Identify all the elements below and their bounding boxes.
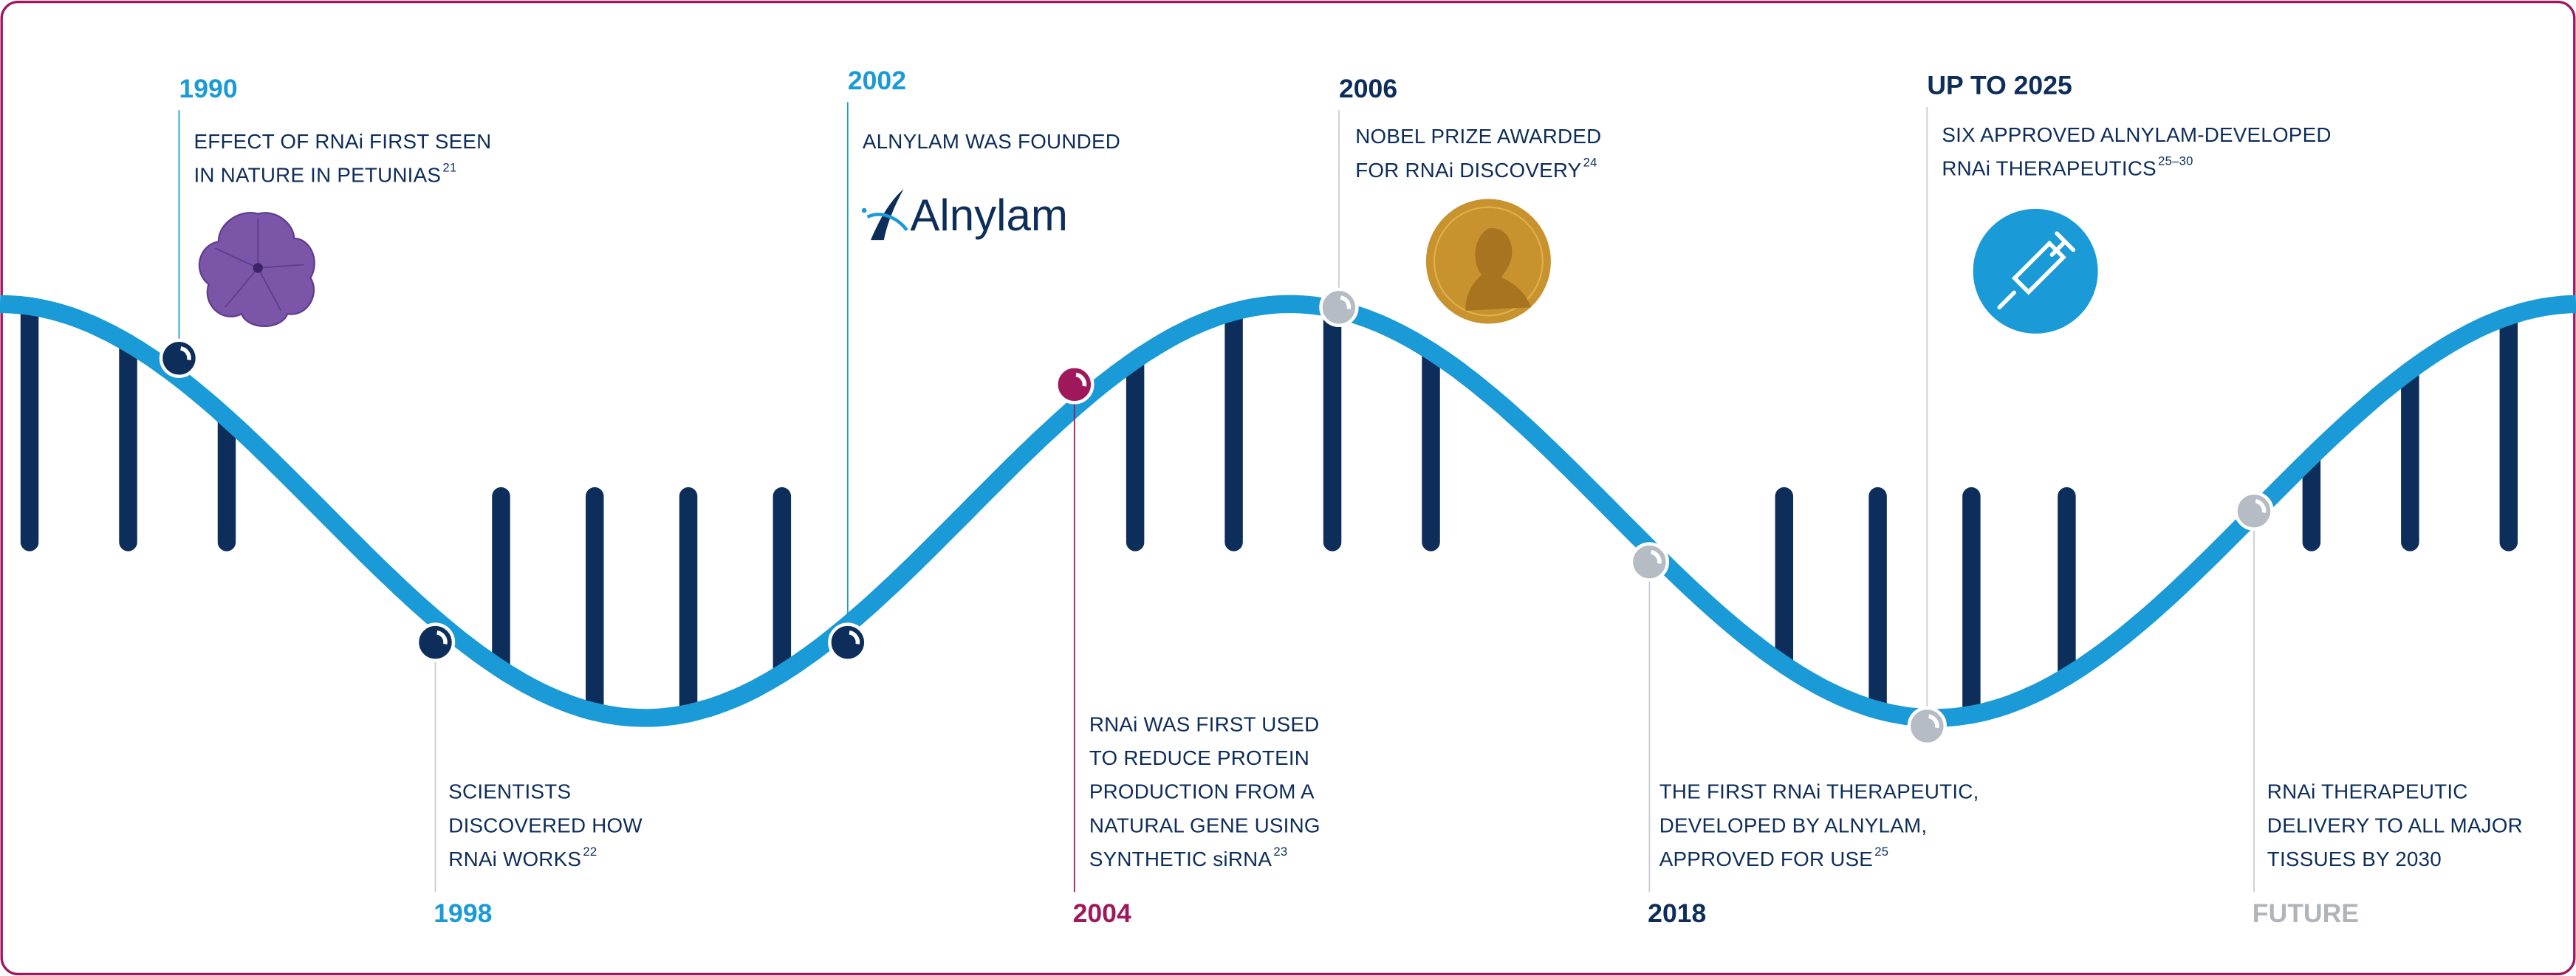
event-year: 2006 bbox=[1339, 74, 1397, 103]
event-text: DISCOVERED HOW bbox=[448, 814, 643, 837]
event-text-line: TO REDUCE PROTEIN bbox=[1089, 746, 1309, 769]
event-text-line: SYNTHETIC siRNA bbox=[1089, 848, 1272, 870]
event-text-line: DISCOVERED HOW bbox=[448, 814, 643, 837]
logo-text: Alnylam bbox=[910, 190, 1068, 240]
event-text: TO REDUCE PROTEIN bbox=[1089, 746, 1309, 769]
event-text-line: EFFECT OF RNAi FIRST SEEN bbox=[193, 130, 491, 153]
event-text-line: ALNYLAM WAS FOUNDED bbox=[863, 130, 1120, 153]
footnote-ref: 25 bbox=[1874, 845, 1888, 859]
dot-highlight bbox=[436, 630, 448, 645]
event-text-line: SIX APPROVED ALNYLAM-DEVELOPED bbox=[1942, 123, 2331, 146]
event-text-line: SCIENTISTS bbox=[448, 780, 571, 803]
dot-highlight bbox=[1650, 550, 1662, 564]
event-text-line: NATURAL GENE USING bbox=[1089, 814, 1320, 837]
dot-highlight bbox=[849, 630, 860, 645]
event-dot bbox=[2234, 491, 2274, 531]
event-year: 2002 bbox=[848, 66, 906, 95]
event-year: FUTURE bbox=[2253, 898, 2359, 928]
wave bbox=[0, 295, 2576, 727]
event-year: 1990 bbox=[179, 74, 237, 103]
event-text: IN NATURE IN PETUNIAS 21 bbox=[193, 161, 456, 187]
event-text: RNAi THERAPEUTICS 25–30 bbox=[1942, 154, 2193, 180]
footnote-ref: 25–30 bbox=[2158, 154, 2193, 168]
event-text: THE FIRST RNAi THERAPEUTIC, bbox=[1659, 780, 1979, 803]
event-text: PRODUCTION FROM A bbox=[1089, 780, 1315, 803]
event-text-line: DELIVERY TO ALL MAJOR bbox=[2267, 814, 2523, 837]
event-text: TISSUES BY 2030 bbox=[2267, 848, 2442, 870]
event-text: RNAi WORKS 22 bbox=[448, 845, 597, 870]
event-text-line: PRODUCTION FROM A bbox=[1089, 780, 1315, 803]
event-text-line: RNAi THERAPEUTIC bbox=[2267, 780, 2468, 803]
event-text: RNAi THERAPEUTIC bbox=[2267, 780, 2468, 803]
event-dot bbox=[159, 338, 199, 378]
event-text-line: RNAi WORKS bbox=[448, 848, 581, 870]
event-text: SIX APPROVED ALNYLAM-DEVELOPED bbox=[1942, 123, 2331, 146]
medal-icon bbox=[1425, 199, 1551, 324]
event-text: DELIVERY TO ALL MAJOR bbox=[2267, 814, 2523, 837]
event-dot bbox=[1629, 542, 1670, 582]
footnote-ref: 24 bbox=[1583, 156, 1597, 170]
event-year: 1998 bbox=[434, 898, 492, 928]
event-text-line: RNAi WAS FIRST USED bbox=[1089, 713, 1320, 736]
event-text: APPROVED FOR USE 25 bbox=[1659, 845, 1889, 870]
dot-highlight bbox=[1340, 295, 1352, 310]
footnote-ref: 22 bbox=[583, 845, 597, 859]
event-dot bbox=[415, 622, 456, 662]
footnote-ref: 21 bbox=[442, 161, 456, 175]
event-text-line: TISSUES BY 2030 bbox=[2267, 848, 2442, 870]
dot-highlight bbox=[1928, 714, 1939, 729]
event-text-line: RNAi THERAPEUTICS bbox=[1942, 157, 2157, 180]
event-dot bbox=[828, 622, 868, 662]
dot-highlight bbox=[2255, 499, 2267, 513]
event-text: ALNYLAM WAS FOUNDED bbox=[863, 130, 1120, 153]
footnote-ref: 23 bbox=[1273, 845, 1287, 859]
dot-highlight bbox=[180, 346, 191, 360]
event-year: 2018 bbox=[1648, 898, 1706, 928]
event-text-line: THE FIRST RNAi THERAPEUTIC, bbox=[1659, 780, 1979, 803]
event-text: SCIENTISTS bbox=[448, 780, 571, 803]
event-dot bbox=[1055, 365, 1095, 405]
event-text-line: FOR RNAi DISCOVERY bbox=[1355, 159, 1581, 182]
event-dot bbox=[1907, 706, 1948, 746]
event-text-line: NOBEL PRIZE AWARDED bbox=[1355, 126, 1601, 148]
dot-highlight bbox=[1075, 372, 1087, 387]
event-text: EFFECT OF RNAi FIRST SEEN bbox=[193, 130, 491, 153]
event-text: NOBEL PRIZE AWARDED bbox=[1355, 126, 1601, 148]
syringe-icon bbox=[1973, 208, 2098, 334]
event-text-line: IN NATURE IN PETUNIAS bbox=[193, 164, 441, 187]
event-dot bbox=[1319, 287, 1359, 328]
event-text: NATURAL GENE USING bbox=[1089, 814, 1320, 837]
event-text: RNAi WAS FIRST USED bbox=[1089, 713, 1320, 736]
event-text: DEVELOPED BY ALNYLAM, bbox=[1659, 814, 1928, 837]
petunia-icon bbox=[198, 212, 315, 327]
logo-mark bbox=[861, 189, 908, 241]
event-year: 2004 bbox=[1073, 898, 1131, 928]
rungs bbox=[20, 297, 2518, 724]
event-text: SYNTHETIC siRNA 23 bbox=[1089, 845, 1288, 870]
event-text-line: DEVELOPED BY ALNYLAM, bbox=[1659, 814, 1928, 837]
event-text-line: APPROVED FOR USE bbox=[1659, 848, 1873, 870]
event-text: FOR RNAi DISCOVERY 24 bbox=[1355, 156, 1597, 182]
event-year: UP TO 2025 bbox=[1927, 71, 2072, 100]
